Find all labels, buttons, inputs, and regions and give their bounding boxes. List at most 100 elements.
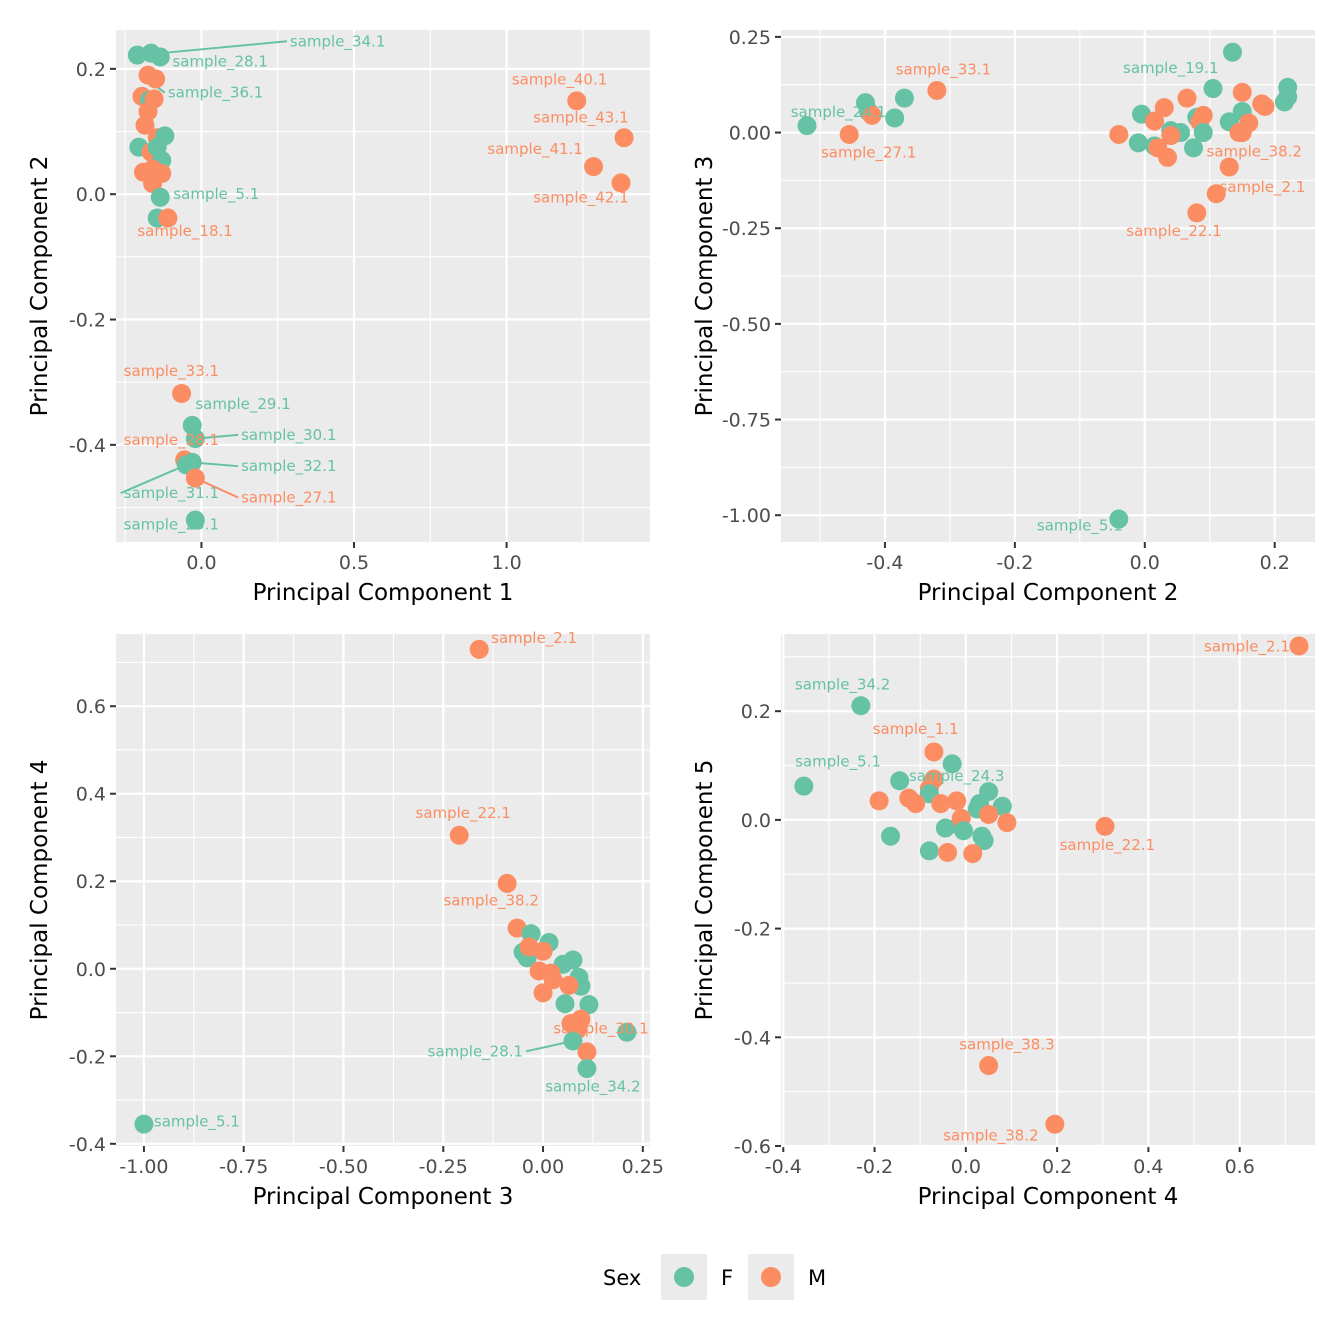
data-point [1158,147,1178,167]
point-label: sample_34.1 [290,32,385,51]
data-point [935,818,955,838]
panel-1-background [116,30,650,542]
legend-key-f [674,1267,694,1287]
point-label: sample_34.2 [545,1077,640,1096]
y-axis-title: Principal Component 2 [27,156,53,417]
point-label: sample_38.2 [1207,142,1302,161]
y-tick-label: -1.00 [722,505,771,527]
point-label: sample_5.1 [154,1112,240,1131]
data-point [1154,98,1174,118]
y-tick-label: 0.25 [729,27,771,49]
data-point [497,873,517,893]
y-tick-label: 0.0 [76,184,106,206]
data-point [931,794,951,814]
data-point [567,91,587,111]
point-label: sample_27.1 [821,143,916,162]
legend-label-f: F [721,1266,733,1290]
data-point [134,1114,154,1134]
point-label: sample_25.1 [124,515,219,534]
data-point [1128,133,1148,153]
x-tick-label: 0.00 [522,1156,564,1178]
data-point [185,429,205,449]
data-point [979,1056,999,1076]
point-label: sample_19.1 [1123,59,1218,78]
y-tick-label: 0.2 [76,871,106,893]
data-point [1222,42,1242,62]
point-label: sample_42.1 [533,188,628,207]
y-axis-title: Principal Component 5 [692,760,718,1021]
point-label: sample_5.1 [173,185,259,204]
x-tick-label: 0.25 [622,1156,664,1178]
data-point [890,771,910,791]
data-point [1274,92,1294,112]
data-point [1232,82,1252,102]
point-label: sample_22.1 [416,804,511,823]
y-tick-label: -0.2 [69,310,106,332]
data-point [1232,123,1252,143]
x-tick-label: 0.2 [1042,1156,1072,1178]
point-label: sample_29.1 [195,395,290,414]
point-label: sample_18.1 [137,222,232,241]
point-label: sample_31.1 [124,484,219,503]
y-axis-title: Principal Component 3 [692,156,718,417]
point-label: sample_38.2 [943,1127,1038,1146]
point-label: sample_24.1 [791,103,886,122]
data-point [839,124,859,144]
data-point [1219,157,1239,177]
x-axis-title: Principal Component 1 [253,580,514,606]
point-label: sample_43.1 [533,109,628,128]
x-tick-label: -0.50 [319,1156,368,1178]
label-leader-line [154,40,288,55]
data-point [938,842,958,862]
data-point [150,187,170,207]
data-point [1193,123,1213,143]
data-point [559,975,579,995]
y-tick-label: 0.4 [76,784,106,806]
x-tick-label: 0.2 [1260,552,1290,574]
data-point [135,115,155,135]
data-point [579,995,599,1015]
y-tick-label: -0.50 [722,314,771,336]
data-point [584,157,604,177]
data-point [1145,111,1165,131]
y-axis-title: Principal Component 4 [27,760,53,1021]
point-label: sample_24.3 [909,767,1004,786]
point-label: sample_2.1 [1220,178,1306,197]
data-point [543,970,563,990]
point-label: sample_32.1 [241,457,336,476]
data-point [862,105,882,125]
data-point [1203,79,1223,99]
legend-key-m [761,1267,781,1287]
data-point [927,80,947,100]
point-label: sample_28.1 [124,431,219,450]
point-label: sample_5.1 [795,753,881,772]
data-point [885,108,905,128]
data-point [617,1022,637,1042]
x-tick-label: 0.0 [951,1156,981,1178]
panel-2: -0.4 -0.2 0.0 0.2 -1.00 -0.75 -0.50 -0.25 0.00 0.… [692,27,1315,606]
point-label: sample_40.1 [512,71,607,90]
data-point [563,1031,583,1051]
point-label: sample_30.1 [553,1020,648,1039]
data-point [1206,184,1226,204]
point-label: sample_22.1 [1060,836,1155,855]
panel-4-background [781,634,1315,1146]
data-point [1255,97,1275,117]
data-point [158,208,178,228]
y-tick-label: -0.6 [734,1136,771,1158]
data-point [1095,816,1115,836]
point-label: sample_2.1 [491,629,577,648]
panel-4: -0.4 -0.2 0.0 0.2 0.4 0.6-0.6-0.4-0.20.00.2Pr… [692,634,1315,1210]
point-label: sample_28.1 [428,1042,523,1061]
y-tick-label: -0.4 [69,435,106,457]
data-point [979,804,999,824]
y-tick-label: 0.0 [76,959,106,981]
panel-3-background [116,634,650,1146]
data-point [894,88,914,108]
y-tick-label: 0.2 [741,701,771,723]
x-tick-label: -0.25 [419,1156,468,1178]
point-label: sample_33.1 [124,362,219,381]
point-label: sample_30.1 [241,426,336,445]
legend-title: Sex [603,1266,641,1290]
